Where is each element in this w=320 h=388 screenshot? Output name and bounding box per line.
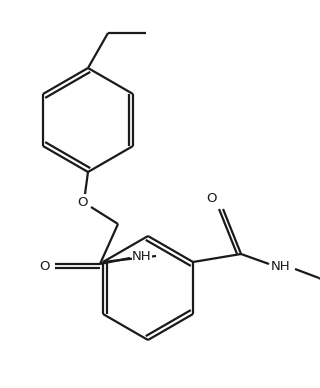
Text: O: O [206, 192, 216, 206]
Text: O: O [78, 196, 88, 208]
Text: NH: NH [132, 249, 152, 263]
Text: NH: NH [271, 260, 291, 272]
Text: O: O [40, 260, 50, 272]
